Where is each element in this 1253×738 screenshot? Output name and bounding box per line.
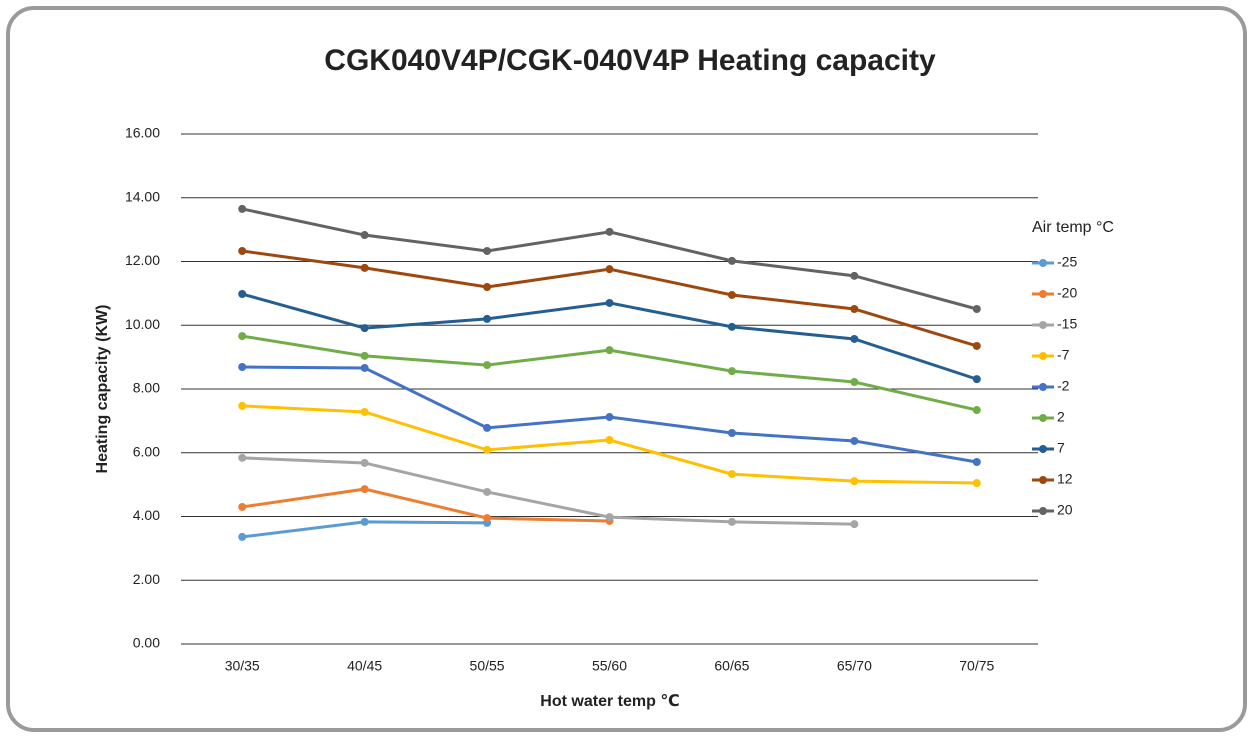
y-tick-label: 8.00 xyxy=(133,380,160,396)
x-tick-label: 65/70 xyxy=(837,658,872,674)
legend-label: 20 xyxy=(1057,502,1073,518)
data-point xyxy=(972,375,981,384)
data-point xyxy=(483,423,492,432)
data-point xyxy=(850,271,859,280)
data-point xyxy=(483,445,492,454)
data-point xyxy=(483,514,492,523)
data-point xyxy=(972,457,981,466)
data-point xyxy=(850,477,859,486)
data-point xyxy=(727,517,736,526)
legend-label: -15 xyxy=(1057,316,1077,332)
y-tick-label: 12.00 xyxy=(125,252,160,268)
data-point xyxy=(850,304,859,313)
data-point xyxy=(360,517,369,526)
data-point xyxy=(238,453,247,462)
frame xyxy=(6,6,1247,732)
legend-label: -25 xyxy=(1057,254,1077,270)
data-point xyxy=(238,246,247,255)
legend-label: 12 xyxy=(1057,471,1073,487)
x-tick-label: 50/55 xyxy=(470,658,505,674)
data-point xyxy=(850,334,859,343)
data-point xyxy=(850,377,859,386)
legend-marker xyxy=(1039,259,1047,267)
data-point xyxy=(483,361,492,370)
series-line xyxy=(241,487,610,523)
data-point xyxy=(605,513,614,522)
data-point xyxy=(605,413,614,422)
x-tick-label: 70/75 xyxy=(959,658,994,674)
data-point xyxy=(727,470,736,479)
data-point xyxy=(727,322,736,331)
legend-marker xyxy=(1039,507,1047,515)
legend-marker xyxy=(1039,321,1047,329)
data-point xyxy=(360,231,369,240)
data-point xyxy=(483,487,492,496)
data-point xyxy=(238,363,247,372)
legend-label: 7 xyxy=(1057,440,1065,456)
data-point xyxy=(727,256,736,265)
legend-marker xyxy=(1039,476,1047,484)
data-point xyxy=(972,406,981,415)
legend-marker xyxy=(1039,290,1047,298)
legend-marker xyxy=(1039,445,1047,453)
y-tick-label: 14.00 xyxy=(125,188,160,204)
legend-title: Air temp °C xyxy=(1032,219,1114,236)
data-point xyxy=(972,304,981,313)
legend-label: 2 xyxy=(1057,409,1065,425)
data-point xyxy=(360,363,369,372)
data-point xyxy=(360,458,369,467)
x-tick-label: 40/45 xyxy=(347,658,382,674)
data-point xyxy=(360,351,369,360)
data-point xyxy=(238,532,247,541)
data-point xyxy=(605,298,614,307)
data-point xyxy=(238,502,247,511)
y-axis-label: Heating capacity (KW) xyxy=(94,305,111,474)
data-point xyxy=(850,436,859,445)
data-point xyxy=(238,401,247,410)
y-tick-label: 16.00 xyxy=(125,125,160,141)
legend-label: -2 xyxy=(1057,378,1070,394)
series-line xyxy=(242,456,855,526)
y-tick-label: 4.00 xyxy=(133,507,160,523)
data-point xyxy=(483,283,492,291)
data-point xyxy=(238,204,247,213)
y-tick-label: 2.00 xyxy=(133,571,160,587)
data-point xyxy=(238,332,247,341)
data-point xyxy=(483,246,492,255)
x-axis-label: Hot water temp ℃ xyxy=(540,693,679,710)
x-tick-label: 60/65 xyxy=(714,658,749,674)
chart-title: CGK040V4P/CGK-040V4P Heating capacity xyxy=(324,44,936,77)
data-point xyxy=(605,436,614,444)
legend-label: -7 xyxy=(1057,347,1070,363)
data-point xyxy=(360,407,369,416)
data-point xyxy=(360,485,369,494)
data-point xyxy=(605,227,614,236)
data-point xyxy=(727,367,736,376)
x-tick-label: 30/35 xyxy=(225,658,260,674)
data-point xyxy=(483,314,492,323)
legend-marker xyxy=(1039,414,1047,422)
data-point xyxy=(972,479,981,488)
legend-marker xyxy=(1039,352,1047,360)
data-point xyxy=(727,290,736,299)
data-point xyxy=(238,290,247,299)
data-point xyxy=(360,263,369,272)
data-point xyxy=(727,428,736,437)
data-point xyxy=(360,324,369,333)
y-tick-label: 6.00 xyxy=(133,443,160,459)
data-point xyxy=(972,341,981,350)
legend-marker xyxy=(1039,383,1047,391)
data-point xyxy=(605,346,614,355)
legend-label: -20 xyxy=(1057,285,1077,301)
data-point xyxy=(850,520,859,529)
data-point xyxy=(605,265,614,274)
y-tick-label: 10.00 xyxy=(125,316,160,332)
y-tick-label: 0.00 xyxy=(133,635,160,651)
x-tick-label: 55/60 xyxy=(592,658,627,674)
